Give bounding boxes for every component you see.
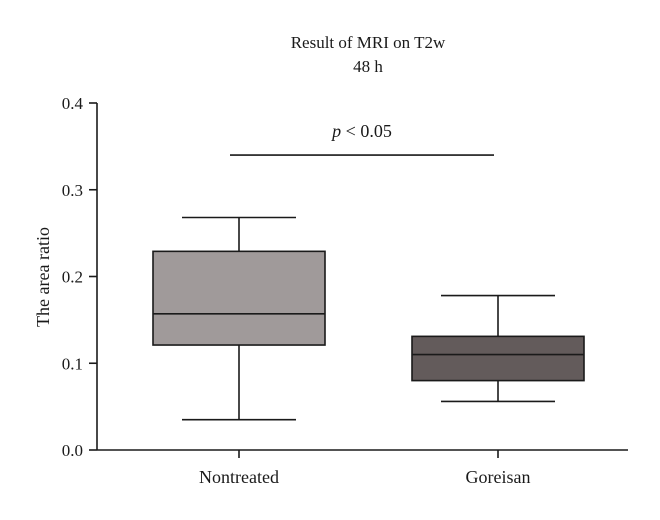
x-tick-label: Goreisan: [466, 467, 531, 487]
box-nontreated: [152, 250, 326, 346]
y-tick-label: 0.0: [62, 441, 83, 460]
box-goreisan: [411, 335, 585, 382]
y-tick-label: 0.3: [62, 181, 83, 200]
chart-title: Result of MRI on T2w: [291, 33, 446, 52]
plot-area: 0.0 0.1 0.2 0.3 0.4 Nontreated Goreisan p < 0.0…: [62, 94, 628, 487]
x-tick-label: Nontreated: [199, 467, 279, 487]
significance-label: p < 0.05: [330, 121, 392, 141]
y-tick-label: 0.2: [62, 268, 83, 287]
y-tick-label: 0.1: [62, 354, 83, 373]
chart-subtitle: 48 h: [353, 57, 383, 76]
y-axis-label: The area ratio: [33, 227, 53, 327]
y-tick-label: 0.4: [62, 94, 84, 113]
